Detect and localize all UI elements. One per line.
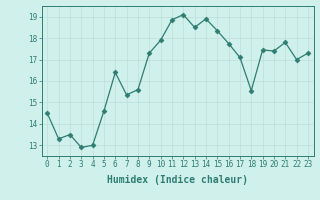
X-axis label: Humidex (Indice chaleur): Humidex (Indice chaleur) [107, 175, 248, 185]
